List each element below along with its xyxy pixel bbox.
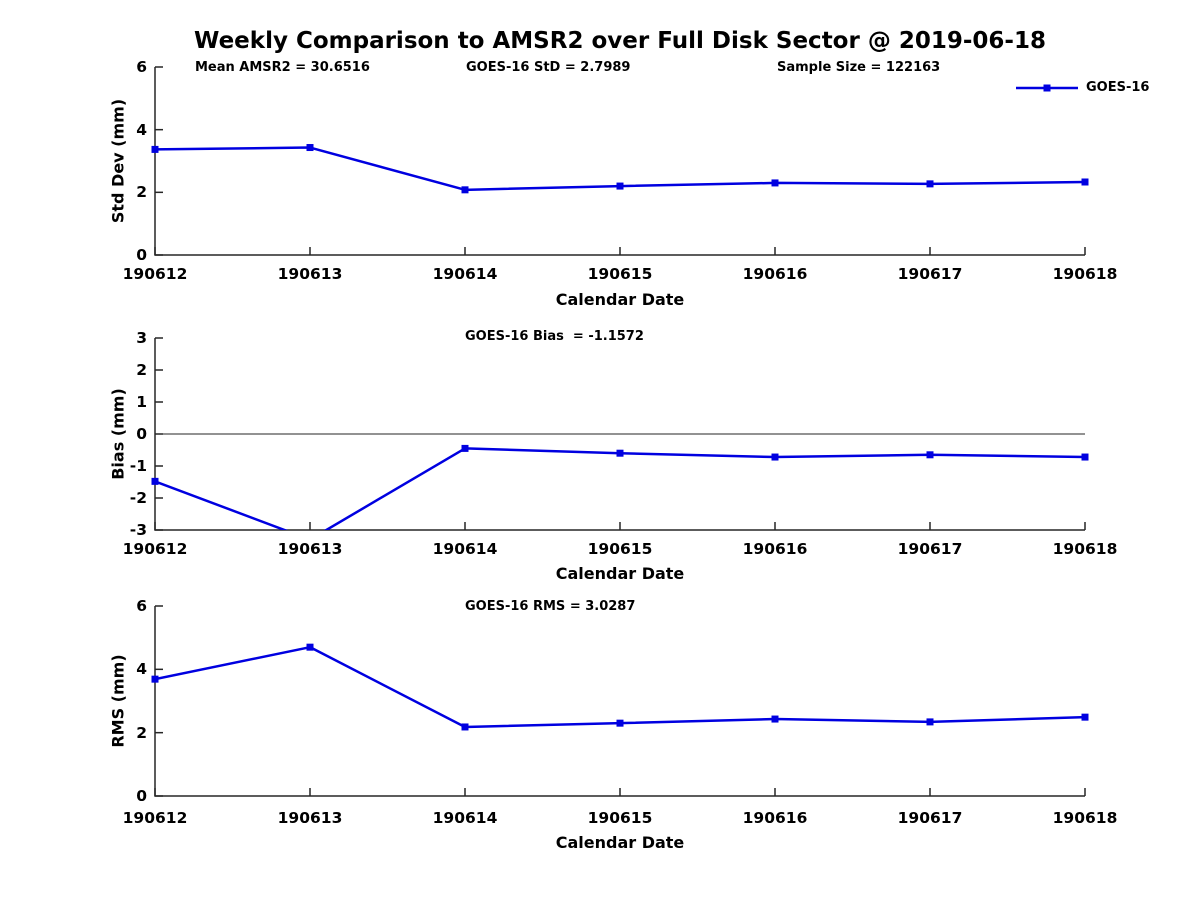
y-tick-label: 0 — [136, 425, 147, 443]
y-tick-label: 6 — [136, 597, 147, 615]
x-tick-label: 190612 — [122, 540, 188, 558]
y-tick-label: 2 — [136, 361, 147, 379]
x-tick-label: 190613 — [277, 540, 343, 558]
x-tick-label: 190617 — [897, 540, 963, 558]
x-tick-label: 190614 — [432, 265, 498, 283]
data-point-marker — [771, 179, 779, 187]
x-tick-label: 190613 — [277, 265, 343, 283]
data-point-marker — [151, 145, 159, 153]
data-point-marker — [306, 144, 314, 152]
x-tick-label: 190618 — [1052, 540, 1118, 558]
figure-title: Weekly Comparison to AMSR2 over Full Dis… — [194, 28, 1046, 54]
data-point-marker — [1081, 453, 1089, 461]
data-point-marker — [616, 182, 624, 190]
x-tick-label: 190616 — [742, 265, 808, 283]
axis-spine — [154, 606, 1085, 797]
legend-label: GOES-16 — [1086, 80, 1150, 95]
data-point-marker — [771, 453, 779, 461]
x-tick-label: 190618 — [1052, 809, 1118, 827]
x-axis-label-calendar-date-3: Calendar Date — [555, 833, 685, 852]
x-tick-label: 190612 — [122, 265, 188, 283]
data-point-marker — [616, 719, 624, 727]
x-tick-label: 190616 — [742, 809, 808, 827]
data-point-marker — [151, 477, 159, 485]
data-point-marker — [1081, 713, 1089, 721]
data-point-marker — [616, 449, 624, 457]
y-tick-label: 0 — [136, 787, 147, 805]
stat-mean-amsr2: Mean AMSR2 = 30.6516 — [195, 60, 370, 75]
stat-sample-size: Sample Size = 122163 — [777, 60, 941, 75]
y-tick-label: 4 — [136, 660, 147, 679]
y-tick-label: -3 — [129, 521, 147, 539]
x-tick-label: 190613 — [277, 809, 343, 827]
y-tick-label: 1 — [136, 393, 147, 411]
data-point-marker — [1081, 178, 1089, 186]
y-tick-label: 2 — [136, 723, 147, 742]
x-tick-label: 190618 — [1052, 265, 1118, 283]
y-tick-label: 2 — [136, 183, 147, 202]
data-point-marker — [771, 715, 779, 723]
x-axis-label-calendar-date-2: Calendar Date — [555, 564, 685, 583]
y-tick-label: 0 — [136, 246, 147, 264]
legend-line-marker-icon — [1016, 84, 1078, 91]
x-tick-label: 190617 — [897, 265, 963, 283]
data-point-marker — [461, 723, 469, 731]
data-point-marker — [926, 180, 934, 188]
stat-goes16-rms: GOES-16 RMS = 3.0287 — [465, 599, 636, 614]
y-tick-label: 3 — [136, 329, 147, 347]
data-point-marker — [461, 186, 469, 194]
x-tick-label: 190617 — [897, 809, 963, 827]
x-axis-label-calendar-date-1: Calendar Date — [555, 290, 685, 309]
y-tick-label: 4 — [136, 120, 147, 139]
axis-spine — [154, 67, 1085, 256]
x-tick-label: 190615 — [587, 540, 653, 558]
y-axis-label-stddev: Std Dev (mm) — [108, 98, 128, 224]
data-point-marker — [926, 718, 934, 726]
stat-goes16-bias: GOES-16 Bias = -1.1572 — [465, 329, 644, 344]
data-point-marker — [306, 643, 314, 651]
data-point-marker — [926, 451, 934, 459]
x-tick-label: 190616 — [742, 540, 808, 558]
x-tick-label: 190612 — [122, 809, 188, 827]
y-tick-label: -2 — [129, 489, 147, 507]
x-tick-label: 190614 — [432, 540, 498, 558]
stat-goes16-std: GOES-16 StD = 2.7989 — [466, 60, 631, 75]
legend: GOES-16 — [1016, 80, 1149, 95]
data-point-marker — [461, 444, 469, 452]
data-point-marker — [151, 675, 159, 683]
x-tick-label: 190615 — [587, 265, 653, 283]
data-line — [155, 645, 1085, 729]
x-tick-label: 190614 — [432, 809, 498, 827]
x-tick-label: 190615 — [587, 809, 653, 827]
y-tick-label: 6 — [136, 58, 147, 76]
y-tick-label: -1 — [129, 457, 147, 475]
